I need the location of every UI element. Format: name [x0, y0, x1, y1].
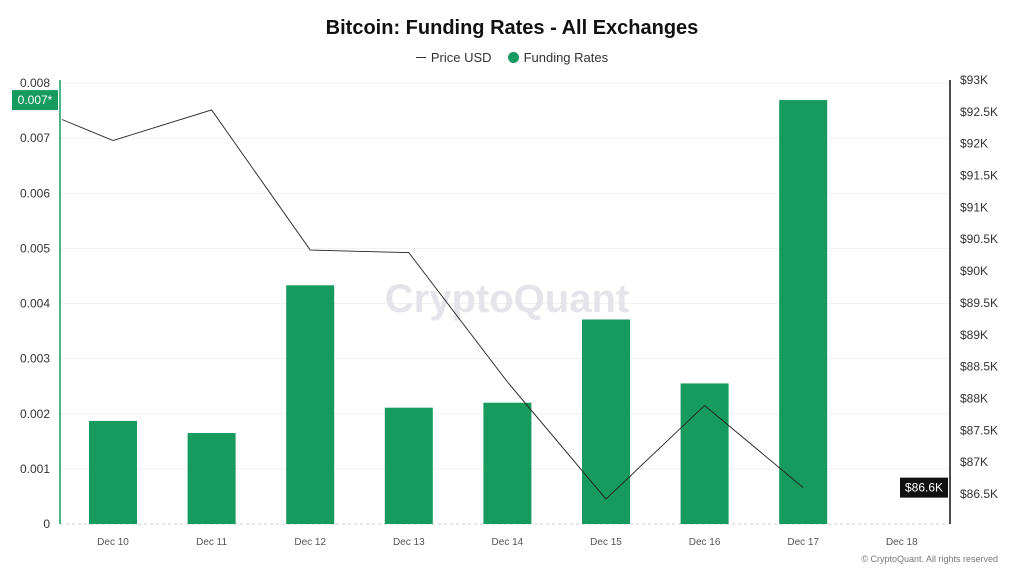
chart-title: Bitcoin: Funding Rates - All Exchanges — [325, 17, 699, 39]
x-tick-label: Dec 17 — [787, 537, 819, 548]
right-tick-label: $91K — [960, 200, 988, 214]
funding-rate-bar — [89, 420, 137, 524]
funding-rate-bar — [582, 319, 630, 524]
x-tick-label: Dec 13 — [393, 537, 425, 548]
dot-swatch-icon — [507, 52, 519, 63]
left-tick-label: 0.008 — [20, 76, 50, 90]
right-tick-label: $93K — [960, 73, 988, 87]
current-funding-label: 0.007* — [18, 93, 53, 107]
right-tick-label: $90K — [960, 264, 988, 278]
left-tick-label: 0.003 — [20, 352, 50, 366]
right-tick-label: $87K — [960, 455, 988, 469]
x-tick-label: Dec 14 — [492, 537, 524, 548]
price-line — [61, 109, 804, 500]
legend: Price USD Funding Rates — [0, 50, 1024, 65]
x-tick-label: Dec 11 — [196, 537, 227, 548]
x-tick-label: Dec 18 — [886, 537, 918, 548]
funding-rate-bar — [779, 100, 828, 525]
x-tick-label: Dec 16 — [689, 537, 721, 548]
current-price-label: $86.6K — [905, 481, 943, 495]
right-tick-label: $89.5K — [960, 296, 998, 310]
right-tick-label: $89K — [960, 328, 988, 342]
left-tick-label: 0.006 — [20, 186, 50, 200]
current-price-badge — [900, 477, 948, 498]
funding-rate-bar — [187, 433, 236, 524]
funding-rate-bar — [384, 407, 433, 524]
legend-item-price[interactable]: Price USD — [415, 50, 492, 65]
right-tick-label: $92.5K — [960, 105, 998, 119]
funding-rate-bar — [680, 383, 729, 524]
line-swatch-icon — [415, 57, 426, 58]
current-funding-badge — [12, 90, 58, 111]
right-tick-label: $88K — [960, 391, 988, 405]
funding-rate-bar — [483, 402, 532, 524]
x-tick-label: Dec 12 — [294, 537, 326, 548]
left-tick-label: 0.001 — [20, 462, 50, 476]
left-tick-label: 0.004 — [20, 297, 50, 311]
x-tick-label: Dec 15 — [590, 537, 622, 548]
right-tick-label: $87.5K — [960, 423, 998, 437]
right-tick-label: $92K — [960, 137, 988, 151]
watermark: CryptoQuant — [385, 277, 629, 321]
copyright: © CryptoQuant. All rights reserved — [861, 554, 998, 564]
x-tick-label: Dec 10 — [97, 537, 129, 548]
left-tick-label: 0.007 — [20, 131, 50, 145]
legend-item-funding[interactable]: Funding Rates — [507, 50, 608, 65]
left-tick-label: 0.005 — [20, 241, 50, 255]
right-tick-label: $90.5K — [960, 232, 998, 246]
right-tick-label: $88.5K — [960, 360, 998, 374]
right-tick-label: $91.5K — [960, 169, 998, 183]
right-tick-label: $86.5K — [960, 487, 998, 501]
left-tick-label: 0 — [43, 517, 50, 531]
funding-rate-bar — [286, 285, 335, 524]
left-tick-label: 0.002 — [20, 407, 50, 421]
